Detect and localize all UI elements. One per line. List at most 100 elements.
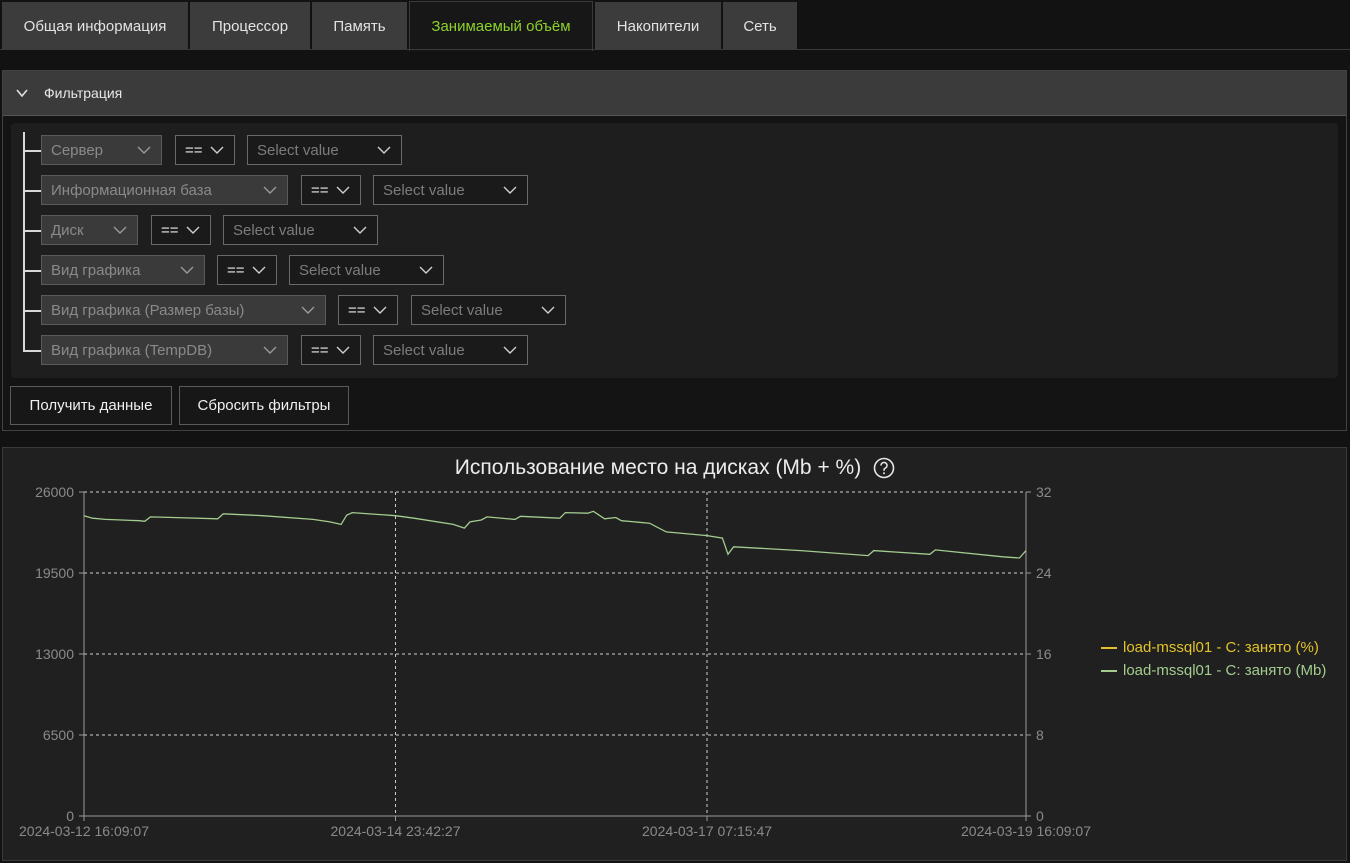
tab-bar: Общая информация Процессор Память Занима…: [0, 0, 1350, 51]
y-left-tick-label: 13000: [35, 646, 74, 662]
series-line-1: [83, 510, 1027, 559]
chart-ticks: 0 6500 13000 19500 26000 0 8 16 24 32 2024-03-12 1…: [19, 484, 1091, 839]
chevron-down-icon: [137, 146, 151, 154]
chevron-down-icon: [180, 266, 194, 274]
legend-label: load-mssql01 - C: занято (Mb): [1123, 662, 1327, 679]
filter-value-select[interactable]: Select value: [223, 215, 378, 245]
x-tick-label: 2024-03-17 07:15:47: [642, 823, 772, 839]
legend-swatch: [1101, 669, 1117, 672]
tab-network[interactable]: Сеть: [723, 2, 797, 50]
filter-operator-label: ==: [161, 221, 179, 239]
y-right-tick-label: 16: [1036, 646, 1052, 662]
chevron-down-icon: [336, 186, 350, 194]
filter-tree-branch: [23, 190, 41, 192]
x-tick-label: 2024-03-19 16:09:07: [961, 823, 1091, 839]
filter-operator-select[interactable]: ==: [301, 335, 361, 365]
filter-operator-label: ==: [348, 301, 366, 319]
chevron-down-icon: [373, 306, 387, 314]
filter-operator-label: ==: [311, 341, 329, 359]
chevron-down-icon: [336, 346, 350, 354]
filter-operator-select[interactable]: ==: [217, 255, 277, 285]
chevron-down-icon: [503, 186, 517, 194]
chevron-down-icon: [503, 346, 517, 354]
y-left-tick-label: 6500: [43, 727, 74, 743]
chevron-down-icon: [263, 346, 277, 354]
filter-operator-label: ==: [311, 181, 329, 199]
filter-field-label: Диск: [51, 221, 84, 239]
tab-memory[interactable]: Память: [312, 2, 407, 50]
filter-tree-branch: [23, 350, 41, 352]
legend-item-mb[interactable]: load-mssql01 - C: занято (Mb): [1101, 662, 1326, 679]
y-left-tick-label: 26000: [35, 484, 74, 500]
chevron-down-icon: [541, 306, 555, 314]
filter-field-select[interactable]: Диск: [41, 215, 138, 245]
filter-field-select[interactable]: Информационная база: [41, 175, 288, 205]
filter-rows: Сервер == Select value Информационная ба…: [11, 123, 1338, 378]
x-tick-label: 2024-03-12 16:09:07: [19, 823, 149, 839]
x-tick-label: 2024-03-14 23:42:27: [331, 823, 461, 839]
filter-operator-label: ==: [185, 141, 203, 159]
filter-field-label: Информационная база: [51, 181, 212, 199]
y-left-tick-label: 0: [66, 808, 74, 824]
filter-value-select[interactable]: Select value: [247, 135, 402, 165]
filter-value-placeholder: Select value: [299, 261, 381, 279]
filter-tree-branch: [23, 230, 41, 232]
filter-field-select[interactable]: Вид графика: [41, 255, 205, 285]
help-icon[interactable]: [873, 457, 895, 479]
tab-storage[interactable]: Накопители: [595, 2, 721, 50]
reset-filters-button[interactable]: Сбросить фильтры: [179, 386, 349, 425]
filter-field-select[interactable]: Вид графика (TempDB): [41, 335, 288, 365]
chart-grid: [83, 491, 1027, 816]
filter-value-select[interactable]: Select value: [373, 175, 528, 205]
chevron-down-icon: [301, 306, 315, 314]
chart-title: Использование место на дисках (Mb + %): [454, 456, 862, 479]
tab-general-info[interactable]: Общая информация: [2, 2, 188, 50]
filter-field-select[interactable]: Сервер: [41, 135, 162, 165]
filter-tree-branch: [23, 310, 41, 312]
y-right-tick-label: 24: [1036, 565, 1052, 581]
y-right-tick-label: 0: [1036, 808, 1044, 824]
filter-field-label: Вид графика: [51, 261, 141, 279]
filter-value-placeholder: Select value: [383, 181, 465, 199]
y-right-tick-label: 32: [1036, 484, 1052, 500]
filter-field-label: Вид графика (TempDB): [51, 341, 213, 359]
chevron-down-icon: [252, 266, 266, 274]
filter-value-select[interactable]: Select value: [373, 335, 528, 365]
chart-axes: [79, 491, 1031, 821]
chart-series: [83, 510, 1027, 559]
filter-value-select[interactable]: Select value: [411, 295, 566, 325]
y-right-tick-label: 8: [1036, 727, 1044, 743]
legend-item-percent[interactable]: load-mssql01 - C: занято (%): [1101, 639, 1319, 656]
filter-panel: Фильтрация Сервер == Select value Информ…: [2, 70, 1347, 431]
filter-value-placeholder: Select value: [383, 341, 465, 359]
filter-tree-branch: [23, 270, 41, 272]
legend-label: load-mssql01 - C: занято (%): [1123, 639, 1319, 656]
tab-processor[interactable]: Процессор: [190, 2, 310, 50]
filter-operator-select[interactable]: ==: [301, 175, 361, 205]
chevron-down-icon: [210, 146, 224, 154]
filter-tree-line: [23, 132, 25, 352]
tab-bar-divider: [0, 49, 1350, 50]
tab-disk-usage[interactable]: Занимаемый объём: [409, 1, 593, 51]
chevron-down-icon: [263, 186, 277, 194]
y-left-tick-label: 19500: [35, 565, 74, 581]
filter-operator-label: ==: [227, 261, 245, 279]
filter-value-placeholder: Select value: [233, 221, 315, 239]
chevron-down-icon: [16, 89, 28, 98]
filter-operator-select[interactable]: ==: [151, 215, 211, 245]
filter-panel-title: Фильтрация: [44, 85, 123, 101]
filter-field-label: Вид графика (Размер базы): [51, 301, 245, 319]
filter-operator-select[interactable]: ==: [175, 135, 235, 165]
chevron-down-icon: [186, 226, 200, 234]
filter-value-select[interactable]: Select value: [289, 255, 444, 285]
filter-value-placeholder: Select value: [421, 301, 503, 319]
filter-operator-select[interactable]: ==: [338, 295, 398, 325]
filter-value-placeholder: Select value: [257, 141, 339, 159]
filter-panel-header[interactable]: Фильтрация: [3, 71, 1346, 116]
legend-swatch: [1101, 646, 1117, 649]
chevron-down-icon: [377, 146, 391, 154]
chevron-down-icon: [419, 266, 433, 274]
get-data-button[interactable]: Получить данные: [10, 386, 172, 425]
filter-tree-branch: [23, 150, 41, 152]
filter-field-select[interactable]: Вид графика (Размер базы): [41, 295, 326, 325]
